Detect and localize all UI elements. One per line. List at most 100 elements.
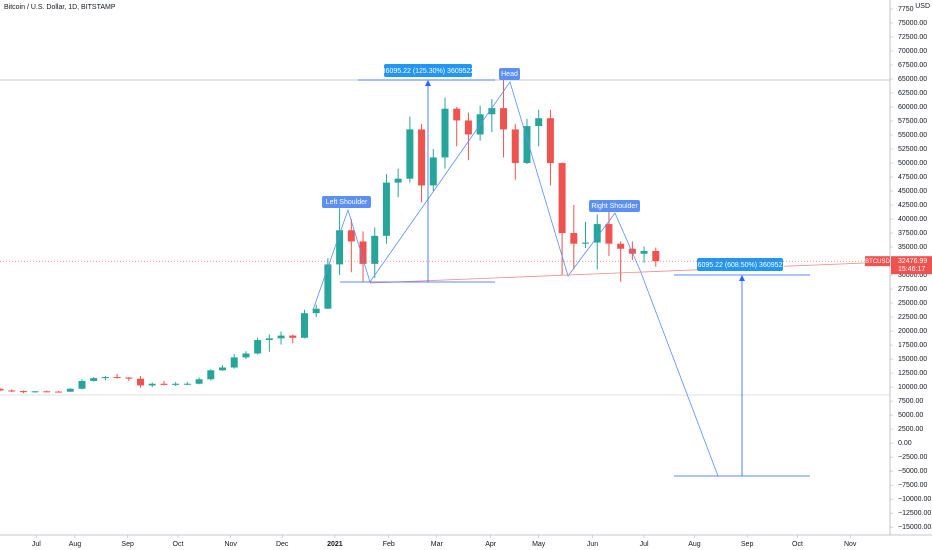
pattern-label: Head: [501, 71, 518, 78]
pattern-label: Left Shoulder: [326, 199, 368, 206]
candle-body: [593, 224, 601, 243]
x-tick-label: Dec: [276, 541, 289, 548]
candle-body: [617, 243, 625, 249]
candle-body: [219, 367, 226, 371]
x-tick-label: Apr: [485, 541, 497, 548]
y-tick-label: 62500.00: [898, 90, 927, 97]
symbol: BTCUSD: [865, 259, 890, 265]
candle-body: [371, 235, 379, 264]
candle-body: [254, 340, 262, 354]
candle-body: [511, 129, 519, 164]
candle-body: [195, 379, 203, 384]
candle-body: [535, 118, 543, 127]
candle-body: [230, 357, 238, 368]
candle-body: [347, 230, 355, 242]
candle-body: [137, 378, 145, 386]
candle-body: [640, 250, 648, 254]
candle-body: [207, 370, 215, 380]
y-tick-label: 75000.00: [898, 20, 927, 27]
y-tick-label: 27500.00: [898, 286, 927, 293]
measure-label: 36095.22 (125.30%) 3609522: [382, 68, 475, 75]
price-axis: [890, 0, 932, 550]
y-tick-label: 15000.00: [898, 356, 927, 363]
candle-body: [277, 335, 285, 339]
x-tick-label: Jun: [587, 541, 598, 548]
y-tick-label: 37500.00: [898, 230, 927, 237]
arrow-head: [739, 275, 745, 281]
symbol-box: [865, 256, 890, 267]
x-axis: Jul Aug Sep Oct Nov Dec 2021 Feb Mar Apr May Jun Jul…: [32, 535, 857, 548]
y-tick-label: 52500.00: [898, 146, 927, 153]
candle-body: [324, 264, 332, 309]
y-tick-label: −7500.00: [898, 482, 927, 489]
candle-body: [265, 338, 273, 341]
y-tick-label: 67500.00: [898, 62, 927, 69]
candle-body: [66, 388, 74, 392]
x-tick-label: Oct: [173, 541, 184, 548]
currency-bg: [914, 0, 932, 11]
candle-body: [101, 377, 109, 379]
y-tick-label: −5000.00: [898, 468, 927, 475]
chart-title: Bitcoin / U.S. Dollar, 1D, BITSTAMP: [4, 4, 116, 11]
candle-body: [582, 242, 590, 244]
y-tick-label: 57500.00: [898, 118, 927, 125]
candle-body: [500, 108, 508, 130]
price-box: [891, 256, 932, 275]
y-tick-label: −15000.00: [898, 524, 931, 531]
candle-body: [429, 157, 437, 186]
x-tick-label: Nov: [224, 541, 237, 548]
currency: USD: [915, 3, 930, 10]
y-tick-label: 72500.00: [898, 34, 927, 41]
neckline: [369, 261, 891, 284]
label-box: [499, 68, 520, 80]
y-tick-label: 17500.00: [898, 342, 927, 349]
candle-body: [523, 126, 531, 164]
y-tick-label: 7500.00: [898, 398, 923, 405]
candle-body: [242, 353, 250, 358]
y-tick-label: 20000.00: [898, 328, 927, 335]
y-tick-label: 50000.00: [898, 160, 927, 167]
y-tick-label: 40000.00: [898, 216, 927, 223]
label-box: [697, 258, 783, 271]
candle-body: [605, 224, 613, 244]
y-tick-label: 55000.00: [898, 132, 927, 139]
x-tick-label: Oct: [792, 541, 803, 548]
candle-body: [406, 129, 414, 179]
candle-body: [546, 118, 554, 164]
x-tick-label: Sep: [121, 541, 134, 548]
x-tick-label: 2021: [327, 541, 343, 548]
candle-body: [78, 380, 86, 389]
candle-body: [628, 248, 636, 254]
y-tick-label: 47500.00: [898, 174, 927, 181]
y-tick-label: 2500.00: [898, 426, 923, 433]
candle-body: [359, 241, 367, 264]
candle-body: [441, 108, 449, 158]
last-price-label: 32476.99: [898, 258, 927, 265]
y-tick-label: 0.00: [898, 440, 912, 447]
candle-body: [382, 182, 390, 236]
y-tick-label: 12500.00: [898, 370, 927, 377]
x-tick-label: Jul: [32, 541, 41, 548]
x-tick-label: May: [532, 541, 546, 548]
pattern-label: Right Shoulder: [591, 203, 638, 210]
candle-body: [464, 120, 472, 135]
candle-body: [652, 250, 660, 262]
label-box: [589, 200, 640, 212]
pattern-line: [312, 81, 719, 477]
y-tick-label: 60000.00: [898, 104, 927, 111]
candle-body: [289, 335, 297, 338]
y-tick-label: 5000.00: [898, 412, 923, 419]
y-tick-label: 25000.00: [898, 300, 927, 307]
candle-body: [453, 108, 461, 121]
candle-body: [160, 383, 168, 385]
candle-body: [300, 313, 308, 338]
y-tick-label: 30000.00: [898, 272, 927, 279]
x-tick-label: Nov: [844, 541, 857, 548]
candle-body: [570, 233, 578, 244]
x-tick-label: Jul: [640, 541, 649, 548]
candle-body: [125, 377, 133, 379]
x-tick-label: Sep: [741, 541, 754, 548]
y-tick-label: −10000.00: [898, 496, 931, 503]
candle-body: [418, 129, 426, 186]
